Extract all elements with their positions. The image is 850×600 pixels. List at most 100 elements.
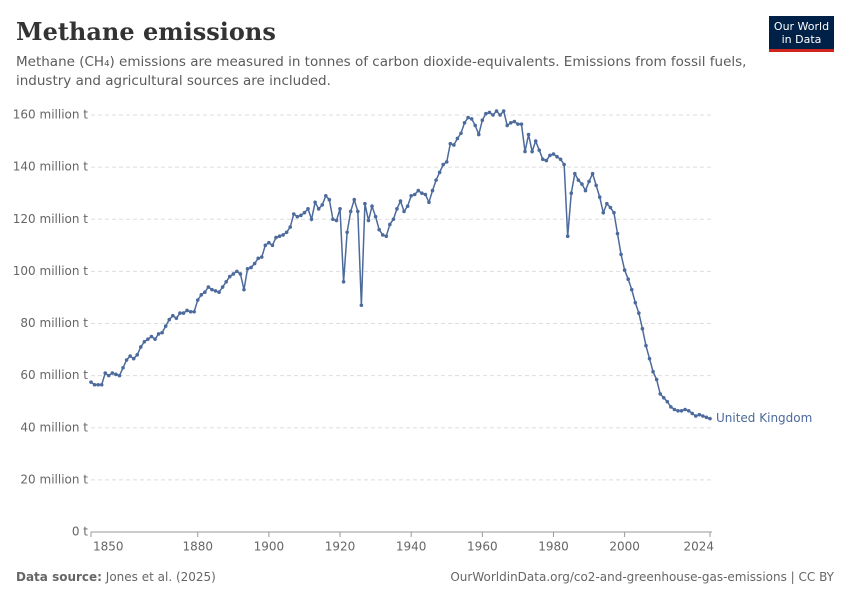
point [323, 193, 328, 198]
point [455, 136, 460, 141]
y-tick-label: 160 million t [13, 108, 89, 122]
point [163, 324, 168, 328]
point [459, 131, 463, 136]
point [181, 311, 186, 315]
point [622, 268, 627, 272]
point [686, 409, 691, 413]
point [121, 366, 125, 370]
point [131, 356, 136, 361]
point [249, 265, 253, 270]
point [480, 118, 485, 123]
point [124, 358, 129, 362]
point [505, 123, 510, 128]
point [637, 311, 641, 315]
point [469, 117, 474, 121]
point [448, 141, 453, 146]
logo-text: in Data [782, 33, 822, 46]
point [281, 233, 285, 237]
point [245, 266, 250, 271]
point [672, 407, 677, 412]
point [185, 308, 189, 313]
point [174, 316, 179, 321]
point [284, 230, 289, 235]
point [594, 183, 598, 188]
subtitle: Methane (CH₄) emissions are measured in … [16, 54, 746, 70]
point [259, 255, 264, 259]
point [562, 162, 566, 167]
point [601, 210, 606, 215]
point [658, 392, 662, 396]
x-tick-label: 1940 [396, 540, 427, 554]
point [619, 252, 623, 257]
point [274, 235, 278, 240]
point [171, 313, 175, 318]
point [142, 339, 147, 344]
point [487, 110, 492, 115]
point [640, 326, 645, 331]
point [380, 233, 385, 237]
point [444, 160, 449, 164]
point [306, 207, 310, 211]
point [377, 227, 381, 232]
y-tick-label: 80 million t [20, 316, 88, 330]
point [178, 311, 182, 315]
point [224, 280, 228, 284]
point [106, 373, 111, 378]
point [238, 272, 243, 276]
point [697, 412, 702, 417]
x-tick-label: 1850 [93, 540, 124, 554]
point [156, 332, 161, 336]
point [430, 188, 435, 193]
footer-link[interactable]: OurWorldinData.org/co2-and-greenhouse-ga… [450, 570, 834, 584]
point [199, 293, 204, 297]
point [89, 380, 93, 384]
point [530, 149, 534, 154]
chart-title: Methane emissions [16, 17, 276, 46]
point [217, 290, 221, 295]
point [373, 214, 378, 219]
point [188, 309, 193, 314]
point [252, 261, 257, 266]
point [92, 382, 97, 387]
point [605, 201, 609, 206]
point [540, 157, 545, 162]
point [690, 411, 695, 416]
point [608, 205, 613, 210]
point [569, 191, 574, 195]
point [644, 343, 648, 348]
point [512, 119, 517, 124]
point [384, 234, 389, 238]
point [693, 414, 698, 418]
point [615, 231, 620, 236]
point [110, 371, 115, 375]
point [96, 382, 100, 387]
point [441, 162, 445, 167]
point [544, 158, 549, 163]
point [558, 157, 563, 162]
point [309, 217, 314, 222]
point [427, 200, 431, 205]
point [423, 192, 428, 197]
point [583, 188, 588, 193]
point [267, 240, 271, 245]
point [409, 193, 413, 198]
point [139, 345, 143, 349]
logo-link[interactable]: Our World in Data [769, 16, 834, 52]
series-label: United Kingdom [716, 411, 812, 425]
point [580, 182, 584, 186]
point [661, 395, 666, 400]
point [494, 109, 499, 113]
x-tick-label: 2000 [609, 540, 640, 554]
point [149, 334, 154, 339]
point [573, 171, 577, 176]
point [587, 179, 591, 184]
y-tick-label: 60 million t [20, 368, 88, 382]
point [146, 337, 150, 341]
point [345, 230, 349, 235]
point [388, 222, 392, 227]
point [651, 369, 655, 374]
point [633, 300, 638, 305]
point [679, 409, 684, 413]
point [313, 200, 317, 205]
